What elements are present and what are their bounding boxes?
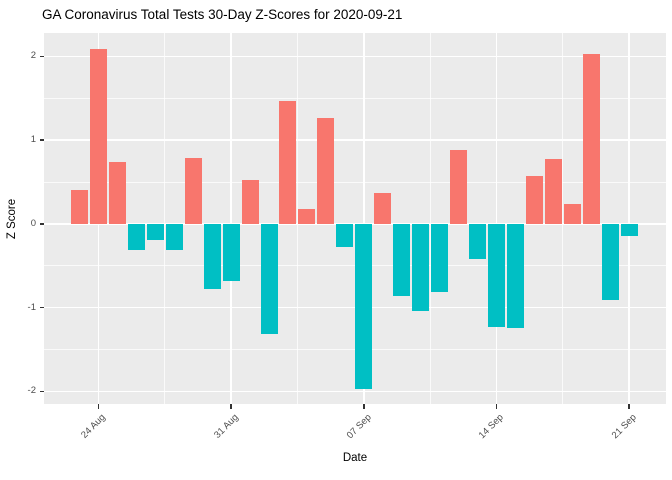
y-tick-mark: [39, 55, 44, 58]
bar: [71, 189, 88, 224]
bar: [317, 117, 335, 224]
gridline-vertical-minor: [429, 33, 431, 404]
bar: [393, 223, 411, 296]
bar: [336, 223, 354, 248]
y-tick-mark: [39, 390, 44, 393]
bar: [506, 223, 524, 328]
y-tick-label: -2: [27, 385, 36, 397]
x-axis-title: Date: [342, 452, 368, 464]
bar: [374, 192, 392, 224]
gridline-vertical-minor: [296, 33, 298, 404]
bar: [203, 223, 221, 290]
bar: [544, 158, 562, 224]
gridline-vertical-major: [495, 33, 498, 404]
bar: [601, 223, 619, 301]
bar: [146, 223, 164, 240]
x-tick-mark: [628, 404, 630, 409]
gridline-horizontal-minor: [44, 97, 666, 99]
gridline-horizontal-major: [44, 390, 666, 393]
bar: [222, 223, 240, 281]
bar: [525, 176, 543, 224]
y-tick-label: 2: [30, 50, 36, 62]
chart-title: GA Coronavirus Total Tests 30-Day Z-Scor…: [42, 7, 403, 22]
x-tick-mark: [97, 404, 100, 409]
bar: [620, 223, 638, 236]
bar: [184, 157, 202, 224]
bar: [450, 150, 467, 224]
bar: [468, 223, 486, 260]
y-tick-label: 1: [30, 134, 36, 146]
y-tick-mark: [39, 306, 44, 309]
bar: [108, 161, 126, 224]
bar: [298, 208, 316, 224]
gridline-horizontal-minor: [44, 349, 666, 351]
y-tick-label: -1: [27, 301, 36, 313]
gridline-horizontal-minor: [44, 265, 666, 267]
gridline-vertical-major: [363, 33, 365, 404]
y-tick-mark: [39, 223, 44, 225]
bar: [355, 223, 373, 389]
y-tick-mark: [39, 139, 44, 141]
bar: [241, 180, 259, 224]
y-tick-label: 0: [30, 217, 36, 229]
bar: [127, 223, 145, 250]
gridline-vertical-major: [230, 33, 232, 404]
bar: [89, 48, 107, 224]
bar: [412, 223, 430, 312]
gridline-horizontal-major: [44, 223, 666, 225]
x-tick-mark: [495, 404, 498, 409]
gridline-horizontal-major: [44, 139, 666, 141]
bar: [487, 223, 505, 327]
x-tick-mark: [363, 404, 365, 409]
gridline-vertical-minor: [164, 33, 166, 404]
bar: [431, 223, 449, 292]
gridline-horizontal-minor: [44, 181, 666, 183]
bar: [165, 223, 183, 250]
bar: [279, 100, 297, 224]
bar: [260, 223, 278, 334]
plot-panel: [44, 33, 666, 404]
gridline-horizontal-major: [44, 306, 666, 309]
bar: [582, 53, 600, 224]
bar: [563, 203, 581, 224]
gridline-vertical-minor: [562, 33, 564, 404]
x-tick-mark: [230, 404, 232, 409]
gridline-vertical-major: [628, 33, 630, 404]
gridline-horizontal-major: [44, 55, 666, 58]
